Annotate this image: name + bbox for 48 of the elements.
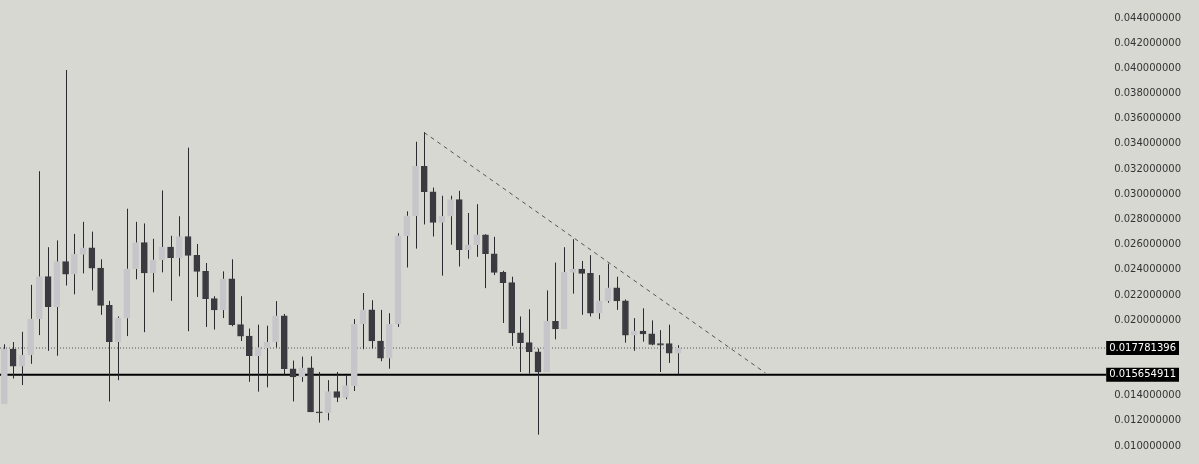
y-tick-label: 0.038000000 <box>1114 87 1182 99</box>
y-tick-label: 0.028000000 <box>1114 213 1182 225</box>
candlestick <box>578 260 586 316</box>
candlestick <box>613 276 621 311</box>
candlestick <box>71 233 78 295</box>
candlestick <box>595 274 603 320</box>
y-tick-label: 0.036000000 <box>1114 112 1182 124</box>
y-tick-label: 0.032000000 <box>1114 162 1182 174</box>
y-tick-label: 0.042000000 <box>1114 36 1182 48</box>
candlestick <box>490 236 498 276</box>
y-tick-label: 0.026000000 <box>1114 238 1182 250</box>
candlestick <box>648 319 656 346</box>
candlestick <box>263 325 271 388</box>
candlestick <box>438 195 446 277</box>
candlestick <box>377 309 384 362</box>
y-tick-label: 0.034000000 <box>1114 137 1182 149</box>
ref-line-label: 0.015654911 <box>1109 368 1177 380</box>
y-tick-label: 0.020000000 <box>1114 313 1182 325</box>
candlestick <box>245 328 253 383</box>
y-tick-label: 0.010000000 <box>1114 439 1182 451</box>
y-tick-label: 0.012000000 <box>1114 414 1182 426</box>
candlestick <box>298 356 306 383</box>
candlestick <box>193 243 201 298</box>
candlestick <box>315 371 323 424</box>
candlestick <box>167 235 174 302</box>
candlestick <box>473 203 481 258</box>
candlestick <box>237 295 244 342</box>
candlestick <box>176 215 183 277</box>
candlestick <box>62 69 69 286</box>
candlestick <box>464 212 472 260</box>
y-tick-label: 0.024000000 <box>1114 263 1182 275</box>
candlestick <box>665 324 673 364</box>
candlestick <box>333 371 341 403</box>
candlestick <box>447 195 454 246</box>
y-tick-label: 0.030000000 <box>1114 187 1182 199</box>
candlestick <box>517 315 524 373</box>
candlestick <box>525 308 533 375</box>
ref-line-label: 0.017781396 <box>1109 341 1177 353</box>
y-tick-label: 0.040000000 <box>1114 61 1182 73</box>
candlestick <box>403 210 411 268</box>
y-tick-label: 0.044000000 <box>1114 11 1182 23</box>
y-tick-label: 0.022000000 <box>1114 288 1182 300</box>
y-tick-label: 0.014000000 <box>1114 389 1182 401</box>
candlestick <box>482 233 489 289</box>
candlestick <box>657 329 664 373</box>
candlestick <box>342 374 349 400</box>
candlestick <box>552 262 559 340</box>
candlestick <box>210 295 218 331</box>
